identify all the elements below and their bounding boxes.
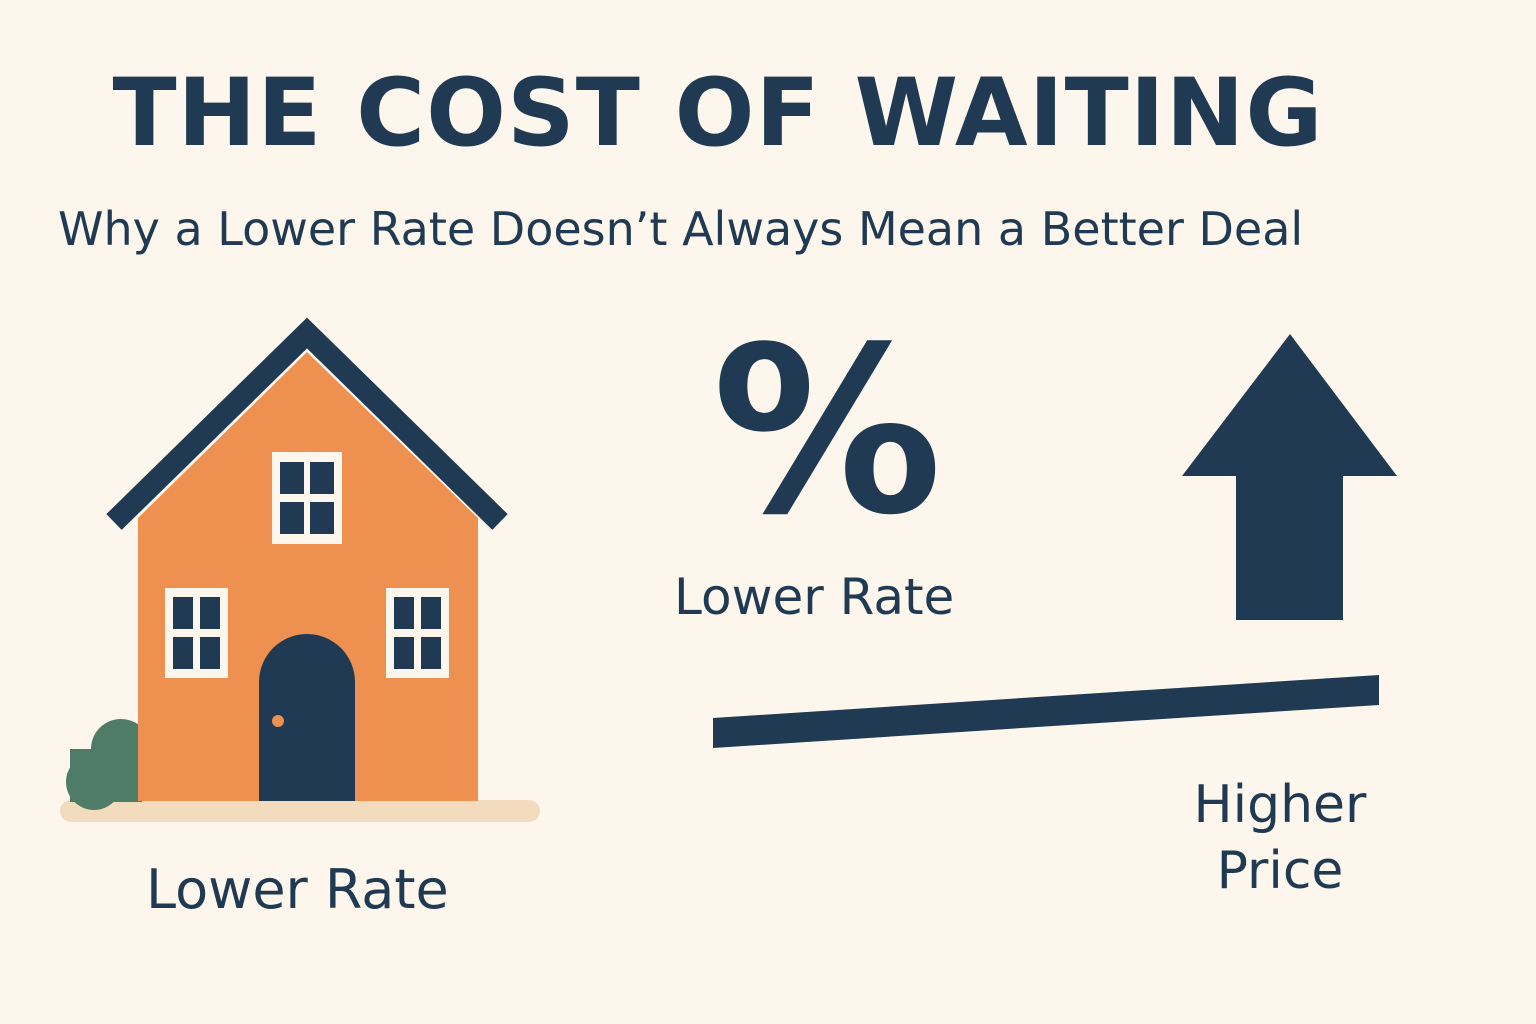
window-icon (272, 452, 342, 544)
rate-label: Lower Rate (674, 568, 955, 626)
price-label: Higher Price (1193, 775, 1367, 902)
page-title: THE COST OF WAITING (112, 59, 1324, 168)
seesaw-bar (713, 675, 1379, 748)
house-icon (106, 317, 508, 801)
window-icon (165, 588, 228, 678)
percent-icon: % (712, 299, 943, 566)
page-subtitle: Why a Lower Rate Doesn’t Always Mean a B… (58, 202, 1304, 256)
house-label: Lower Rate (146, 858, 449, 921)
bush-icon (66, 719, 151, 810)
window-icon (386, 588, 449, 678)
door-icon (259, 634, 355, 801)
ground-strip (60, 800, 540, 822)
up-arrow-icon (1182, 334, 1397, 620)
